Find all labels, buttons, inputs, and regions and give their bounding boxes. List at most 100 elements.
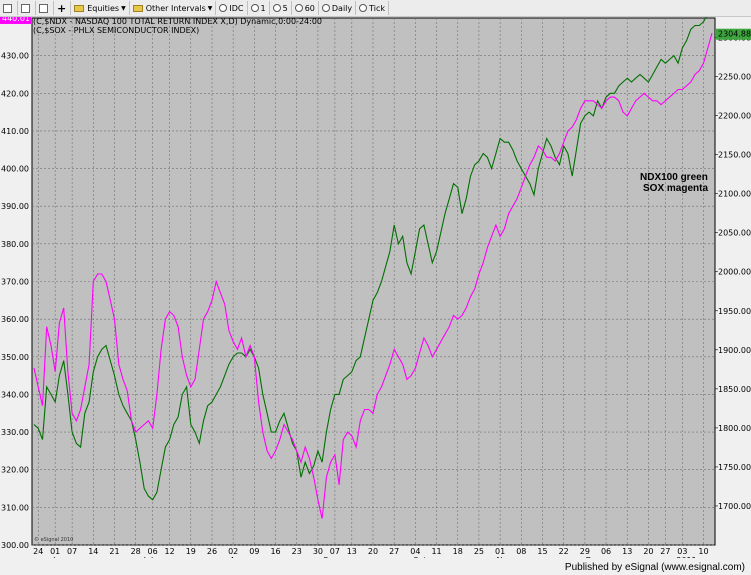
clock-icon (272, 4, 281, 12)
interval-5-button[interactable]: 5 (270, 1, 292, 15)
other-intervals-label: Other Intervals (145, 3, 206, 13)
x-tick-label: 12 (165, 547, 175, 556)
right-tick-label: 1750.00 (718, 463, 751, 472)
right-tick-label: 1700.00 (718, 502, 751, 511)
equities-label: Equities (87, 3, 120, 13)
x-tick-label: 13 (347, 547, 357, 556)
right-last-value-badge: 2304.88 (716, 28, 751, 40)
price-chart[interactable]: 300.00 310.00 320.00 330.00 340.00 350.00 360.… (0, 17, 751, 558)
month-label: Dec (586, 556, 601, 558)
x-tick-label: 26 (207, 547, 217, 556)
page-icon (3, 3, 12, 13)
right-last-value: 2304.88 (718, 30, 751, 39)
x-tick-label: 10 (698, 547, 708, 556)
interval-tick-button[interactable]: Tick (356, 1, 390, 15)
plus-icon: + (57, 1, 67, 15)
x-tick-label: 23 (292, 547, 302, 556)
interval-label: 60 (304, 3, 315, 13)
chart-title-ndx: (C,$NDX - NASDAQ 100 TOTAL RETURN INDEX … (33, 17, 322, 26)
right-tick-label: 2250.00 (718, 73, 751, 82)
caret-down-icon: ▼ (207, 4, 213, 12)
left-tick-label: 370.00 (1, 278, 29, 287)
lock-icon (39, 3, 48, 13)
other-intervals-menu[interactable]: Other Intervals ▼ (130, 1, 217, 15)
x-tick-label: 19 (186, 547, 196, 556)
x-tick-label: 03 (677, 547, 687, 556)
clock-icon (321, 4, 330, 12)
left-tick-label: 310.00 (1, 503, 29, 512)
interval-idc-button[interactable]: IDC (216, 1, 248, 15)
x-tick-label: 21 (109, 547, 119, 556)
month-label: Jul (143, 556, 154, 558)
right-tick-label: 2050.00 (718, 229, 751, 238)
interval-60-button[interactable]: 60 (292, 1, 319, 15)
publisher-footer: Published by eSignal (www.esignal.com) (564, 562, 745, 573)
month-label: 2011 (676, 556, 696, 558)
lock-icon-button[interactable] (36, 1, 54, 15)
month-label: Aug (230, 556, 246, 558)
interval-label: 5 (282, 3, 288, 13)
left-tick-label: 360.00 (1, 315, 29, 324)
left-tick-label: 330.00 (1, 428, 29, 437)
clock-icon (250, 4, 259, 12)
x-tick-label: 14 (88, 547, 98, 556)
x-tick-label: 09 (249, 547, 259, 556)
left-tick-label: 350.00 (1, 353, 29, 362)
interval-1-button[interactable]: 1 (248, 1, 270, 15)
sox-series-line (33, 32, 713, 519)
x-tick-label: 13 (622, 547, 632, 556)
x-tick-label: 20 (643, 547, 653, 556)
x-tick-label: 18 (453, 547, 463, 556)
folder-icon (74, 4, 85, 12)
x-tick-label: 06 (601, 547, 611, 556)
x-tick-label: 06 (148, 547, 158, 556)
left-last-value-badge: 440.01 (0, 17, 31, 24)
interval-label: Daily (331, 3, 353, 13)
x-tick-label: 24 (33, 547, 43, 556)
x-tick-label: 15 (537, 547, 547, 556)
month-label: Oct (413, 556, 427, 558)
left-tick-label: 400.00 (1, 165, 29, 174)
x-tick-label: 27 (660, 547, 670, 556)
caret-down-icon: ▼ (121, 4, 126, 12)
x-tick-label: 07 (67, 547, 77, 556)
interval-label: 1 (260, 3, 266, 13)
right-tick-label: 2150.00 (718, 151, 751, 160)
chart-icon-button[interactable] (18, 1, 36, 15)
ndx-series-line (33, 17, 707, 501)
interval-label: Tick (369, 3, 386, 13)
left-tick-label: 340.00 (1, 390, 29, 399)
equities-menu[interactable]: Equities ▼ (71, 1, 130, 15)
x-tick-label: 22 (559, 547, 569, 556)
annotation-green: NDX100 green (640, 172, 708, 183)
x-tick-label: 30 (313, 547, 323, 556)
x-tick-label: 28 (131, 547, 141, 556)
left-tick-label: 320.00 (1, 466, 29, 475)
left-tick-label: 420.00 (1, 89, 29, 98)
x-tick-label: 04 (410, 547, 420, 556)
right-tick-label: 2000.00 (718, 268, 751, 277)
left-tick-label: 410.00 (1, 127, 29, 136)
x-tick-label: 20 (368, 547, 378, 556)
left-tick-label: 430.00 (1, 52, 29, 61)
chart-icon (21, 3, 30, 13)
month-label: Nov (497, 556, 513, 558)
watermark: © eSignal 2010 (34, 536, 73, 543)
x-tick-label: 01 (50, 547, 60, 556)
left-tick-label: 300.00 (1, 541, 29, 550)
month-label: Jun (52, 556, 66, 558)
right-tick-label: 1850.00 (718, 385, 751, 394)
x-tick-label: 29 (580, 547, 590, 556)
right-tick-label: 2200.00 (718, 112, 751, 121)
x-tick-label: 25 (474, 547, 484, 556)
add-button[interactable]: + (54, 1, 72, 15)
left-tick-label: 390.00 (1, 202, 29, 211)
x-tick-label: 02 (228, 547, 238, 556)
x-tick-label: 27 (389, 547, 399, 556)
right-tick-label: 1800.00 (718, 424, 751, 433)
chart-toolbar: + Equities ▼ Other Intervals ▼ IDC 1 5 60 … (0, 0, 751, 17)
left-last-value: 440.01 (2, 17, 30, 23)
left-tick-label: 380.00 (1, 240, 29, 249)
interval-daily-button[interactable]: Daily (319, 1, 357, 15)
page-icon-button[interactable] (0, 1, 18, 15)
